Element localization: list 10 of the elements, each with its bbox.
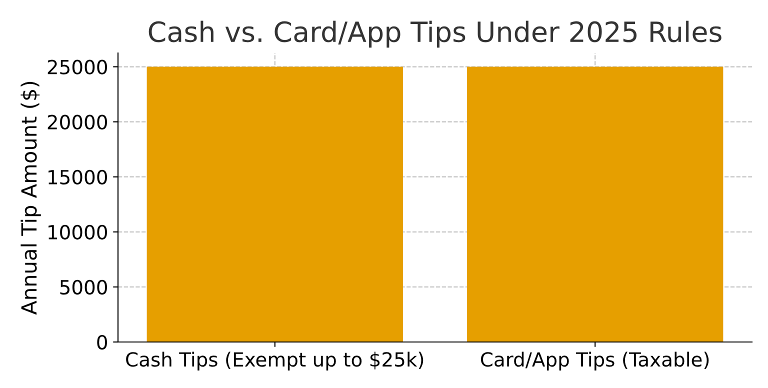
y-tick-label: 15000 — [48, 170, 107, 185]
x-tick-label: Card/App Tips (Taxable) — [480, 352, 709, 371]
chart-title: Cash vs. Card/App Tips Under 2025 Rules — [148, 20, 722, 48]
y-axis-title: Annual Tip Amount ($) — [20, 82, 41, 315]
y-tick-label: 10000 — [48, 224, 107, 240]
y-tick-label: 25000 — [48, 60, 107, 74]
y-tick-label: 5000 — [60, 280, 107, 295]
x-tick-label: Cash Tips (Exempt up to $25k) — [126, 352, 424, 371]
y-tick-label: 0 — [97, 334, 107, 350]
y-tick-label: 20000 — [48, 114, 107, 130]
